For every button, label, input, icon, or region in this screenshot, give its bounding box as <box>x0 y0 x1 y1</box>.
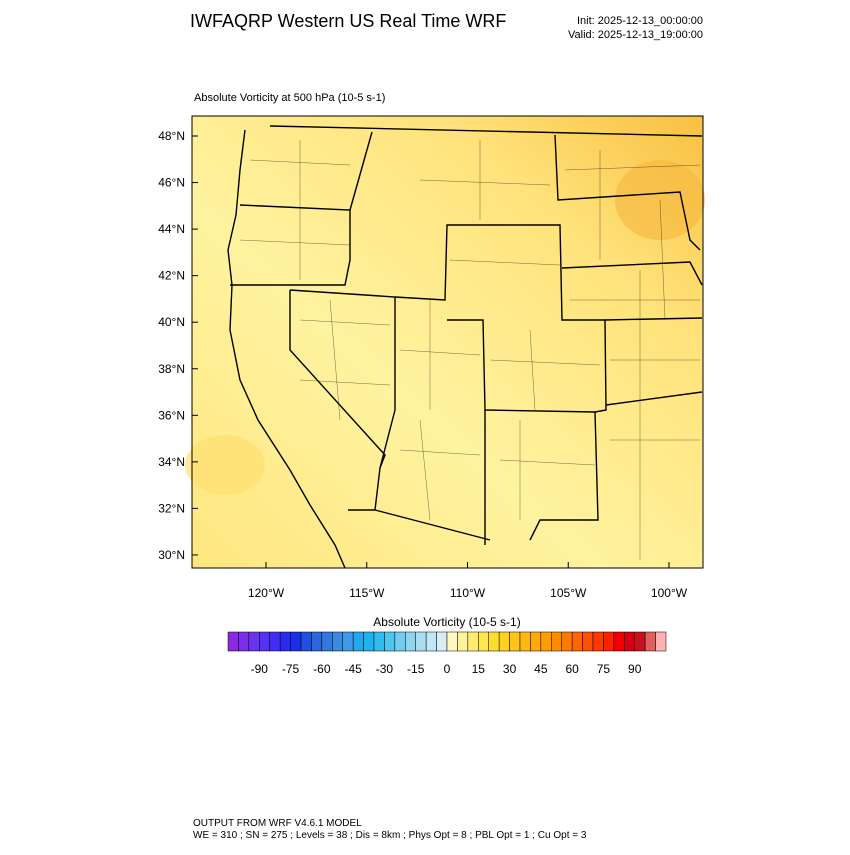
lat-label: 48°N <box>158 129 185 143</box>
colorbar-box <box>582 631 594 652</box>
colorbar-label: 60 <box>565 662 579 676</box>
colorbar-box <box>363 631 375 652</box>
colorbar-label: 90 <box>628 662 642 676</box>
colorbar-box <box>352 631 364 652</box>
lat-label: 42°N <box>158 269 185 283</box>
lat-label: 46°N <box>158 176 185 190</box>
colorbar-box <box>290 631 302 652</box>
lon-label: 120°W <box>248 586 285 600</box>
colorbar-box <box>519 631 531 652</box>
colorbar-label: -45 <box>344 662 362 676</box>
lat-axis: 48°N 46°N 44°N 42°N 40°N 38°N 36°N 34°N 32°N 30°N <box>158 129 198 562</box>
colorbar-box <box>530 631 542 652</box>
lon-label: 115°W <box>349 586 385 600</box>
valid-time: Valid: 2025-12-13_19:00:00 <box>568 29 703 41</box>
colorbar-box <box>613 631 625 652</box>
colorbar-box <box>488 631 500 652</box>
colorbar-box <box>342 631 354 652</box>
colorbar-box <box>498 631 510 652</box>
colorbar-box <box>259 631 270 652</box>
colorbar-box <box>446 631 458 652</box>
map-subtitle: Absolute Vorticity at 500 hPa (10-5 s-1) <box>194 92 385 104</box>
colorbar-box <box>248 631 260 652</box>
colorbar-label: 0 <box>444 662 451 676</box>
colorbar-box <box>384 631 396 652</box>
lat-label: 30°N <box>158 548 185 562</box>
lat-label: 38°N <box>158 362 185 376</box>
lat-label: 36°N <box>158 408 185 422</box>
colorbar-label: -90 <box>251 662 269 676</box>
title: IWFAQRP Western US Real Time WRF <box>190 11 506 31</box>
colorbar-box <box>373 631 385 652</box>
lon-label: 100°W <box>651 586 688 600</box>
colorbar-box <box>655 631 667 652</box>
colorbar: -90 -75 -60 -45 -30 -15 0 15 30 45 60 75 90 <box>227 631 667 676</box>
colorbar-box <box>624 631 635 652</box>
colorbar-box <box>540 631 552 652</box>
colorbar-box <box>300 631 312 652</box>
colorbar-box <box>592 631 604 652</box>
lon-label: 105°W <box>550 586 587 600</box>
colorbar-box <box>551 631 562 652</box>
colorbar-box <box>603 631 615 652</box>
colorbar-box <box>279 631 291 652</box>
colorbar-label: 15 <box>472 662 486 676</box>
lat-label: 40°N <box>158 315 185 329</box>
init-time: Init: 2025-12-13_00:00:00 <box>577 15 703 27</box>
colorbar-box <box>634 631 646 652</box>
colorbar-box <box>227 631 239 652</box>
colorbar-box <box>644 631 656 652</box>
colorbar-box <box>238 631 250 652</box>
colorbar-box <box>321 631 333 652</box>
colorbar-label: 45 <box>534 662 548 676</box>
colorbar-box <box>457 631 469 652</box>
colorbar-label: -15 <box>407 662 425 676</box>
lat-label: 34°N <box>158 455 185 469</box>
colorbar-box <box>394 631 406 652</box>
footer-line: WE = 310 ; SN = 275 ; Levels = 38 ; Dis … <box>193 830 587 841</box>
colorbar-box <box>332 631 343 652</box>
colorbar-label: -75 <box>282 662 300 676</box>
colorbar-box <box>478 631 489 652</box>
lon-label: 110°W <box>450 586 486 600</box>
footer-line: OUTPUT FROM WRF V4.6.1 MODEL <box>193 818 362 829</box>
colorbar-box <box>467 631 479 652</box>
map <box>185 115 705 569</box>
colorbar-box <box>571 631 583 652</box>
colorbar-label: -60 <box>313 662 331 676</box>
colorbar-title: Absolute Vorticity (10-5 s-1) <box>373 615 520 629</box>
lat-label: 44°N <box>158 222 185 236</box>
colorbar-label: 75 <box>597 662 611 676</box>
colorbar-box <box>311 631 323 652</box>
lat-label: 32°N <box>158 501 185 515</box>
colorbar-box <box>269 631 281 652</box>
colorbar-box <box>405 631 416 652</box>
colorbar-label: -30 <box>376 662 394 676</box>
colorbar-label: 30 <box>503 662 517 676</box>
colorbar-box <box>415 631 427 652</box>
colorbar-box <box>561 631 573 652</box>
colorbar-box <box>509 631 521 652</box>
colorbar-box <box>425 631 437 652</box>
colorbar-box <box>436 631 448 652</box>
lon-axis: 120°W 115°W 110°W 105°W 100°W <box>248 562 688 600</box>
